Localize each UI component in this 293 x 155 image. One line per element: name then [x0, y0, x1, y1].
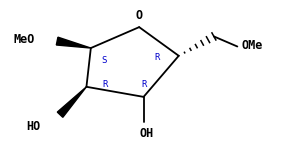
Text: R: R — [154, 53, 159, 62]
Text: OMe: OMe — [242, 39, 263, 52]
Text: MeO: MeO — [13, 33, 35, 46]
Text: HO: HO — [26, 120, 41, 133]
Text: R: R — [141, 80, 146, 89]
Text: R: R — [103, 80, 108, 89]
Text: O: O — [136, 9, 143, 22]
Text: OH: OH — [139, 127, 154, 140]
Text: S: S — [101, 56, 107, 65]
Polygon shape — [56, 37, 91, 48]
Polygon shape — [57, 87, 86, 117]
